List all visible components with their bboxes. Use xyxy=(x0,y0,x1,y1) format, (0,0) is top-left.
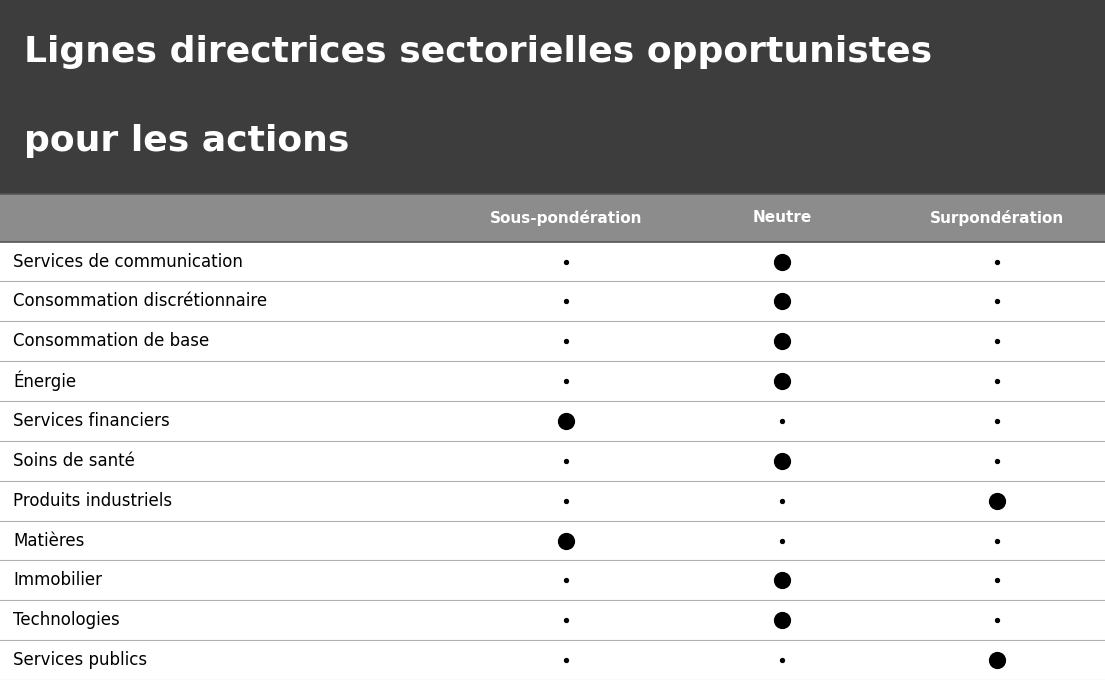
Text: Services financiers: Services financiers xyxy=(13,412,170,430)
Text: Lignes directrices sectorielles opportunistes: Lignes directrices sectorielles opportun… xyxy=(24,35,933,69)
Text: Neutre: Neutre xyxy=(753,210,811,225)
Text: Produits industriels: Produits industriels xyxy=(13,492,172,510)
Point xyxy=(774,615,791,626)
Point xyxy=(988,415,1006,426)
FancyBboxPatch shape xyxy=(0,282,1105,322)
Point xyxy=(988,296,1006,307)
Point xyxy=(988,375,1006,386)
Point xyxy=(558,296,576,307)
Point xyxy=(558,336,576,347)
Point xyxy=(774,535,791,546)
Point xyxy=(774,375,791,386)
Point xyxy=(988,655,1006,666)
Text: Consommation de base: Consommation de base xyxy=(13,333,210,350)
Point xyxy=(988,575,1006,585)
Text: Surpondération: Surpondération xyxy=(930,209,1064,226)
FancyBboxPatch shape xyxy=(0,241,1105,282)
Point xyxy=(774,256,791,267)
Point xyxy=(774,336,791,347)
FancyBboxPatch shape xyxy=(0,560,1105,600)
Point xyxy=(558,456,576,466)
Point xyxy=(774,495,791,506)
Point xyxy=(558,615,576,626)
Point xyxy=(558,375,576,386)
Text: Services de communication: Services de communication xyxy=(13,252,243,271)
Point xyxy=(558,575,576,585)
Point xyxy=(774,575,791,585)
FancyBboxPatch shape xyxy=(0,441,1105,481)
Point xyxy=(988,456,1006,466)
Point xyxy=(988,336,1006,347)
Point xyxy=(988,495,1006,506)
FancyBboxPatch shape xyxy=(0,640,1105,680)
FancyBboxPatch shape xyxy=(0,600,1105,640)
FancyBboxPatch shape xyxy=(0,194,1105,241)
Text: Soins de santé: Soins de santé xyxy=(13,452,135,470)
Text: pour les actions: pour les actions xyxy=(24,124,349,158)
Point xyxy=(988,615,1006,626)
Point xyxy=(988,256,1006,267)
Point xyxy=(774,456,791,466)
Text: Technologies: Technologies xyxy=(13,611,120,629)
Text: Consommation discrétionnaire: Consommation discrétionnaire xyxy=(13,292,267,310)
Point xyxy=(558,655,576,666)
Point xyxy=(988,535,1006,546)
Point xyxy=(558,495,576,506)
Text: Sous-pondération: Sous-pondération xyxy=(490,209,643,226)
Text: Énergie: Énergie xyxy=(13,371,76,392)
FancyBboxPatch shape xyxy=(0,322,1105,361)
Point xyxy=(558,415,576,426)
FancyBboxPatch shape xyxy=(0,401,1105,441)
Point xyxy=(774,415,791,426)
Text: Matières: Matières xyxy=(13,532,85,549)
FancyBboxPatch shape xyxy=(0,481,1105,521)
Point xyxy=(558,256,576,267)
Point xyxy=(774,296,791,307)
Text: Services publics: Services publics xyxy=(13,651,147,669)
Text: Immobilier: Immobilier xyxy=(13,571,103,590)
Point xyxy=(558,535,576,546)
Point xyxy=(774,655,791,666)
FancyBboxPatch shape xyxy=(0,521,1105,560)
FancyBboxPatch shape xyxy=(0,361,1105,401)
